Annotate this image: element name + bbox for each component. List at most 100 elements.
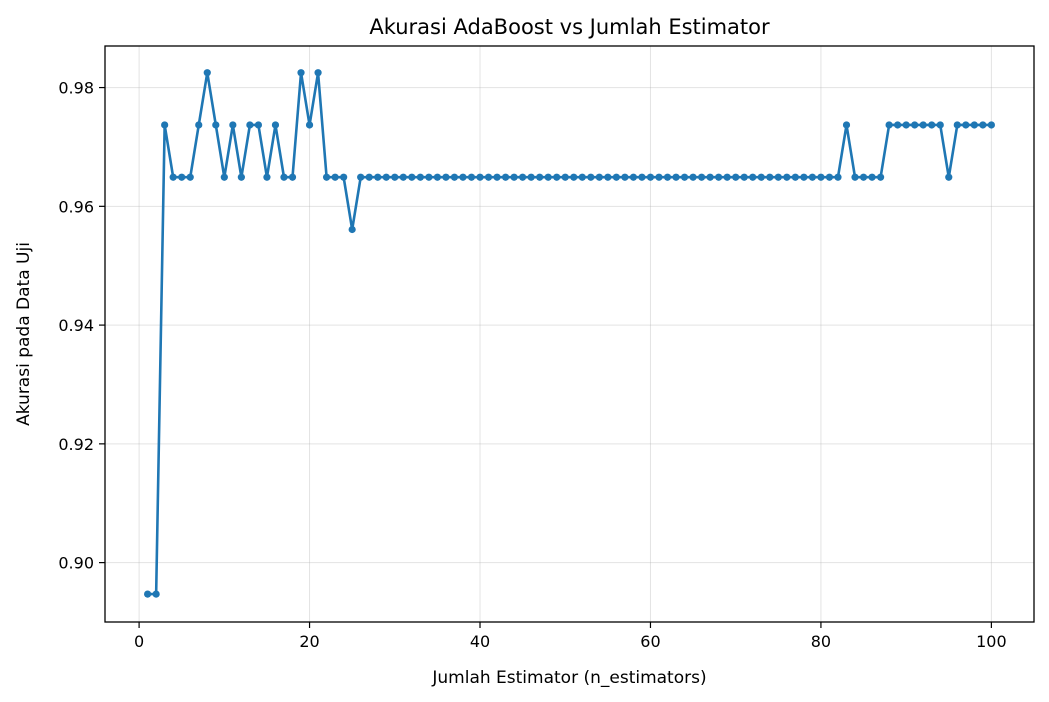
x-tick-label: 80 xyxy=(811,632,831,651)
data-point xyxy=(331,173,339,181)
data-point xyxy=(723,173,731,181)
data-point xyxy=(970,121,978,129)
data-point xyxy=(868,173,876,181)
data-point xyxy=(450,173,459,181)
plot-frame xyxy=(104,45,1035,623)
data-point xyxy=(536,173,544,181)
data-point xyxy=(825,173,834,181)
y-tick-label: 0.96 xyxy=(58,197,94,216)
data-point xyxy=(928,121,936,129)
data-point xyxy=(595,173,603,181)
data-point xyxy=(519,173,527,181)
data-point xyxy=(374,173,382,181)
data-point xyxy=(672,173,680,181)
data-point xyxy=(638,173,646,181)
data-point xyxy=(689,173,697,181)
y-axis-label: Akurasi pada Data Uji xyxy=(14,242,34,426)
data-point xyxy=(578,173,586,181)
data-point xyxy=(783,173,791,181)
data-point xyxy=(962,121,970,129)
data-point xyxy=(936,121,944,129)
data-point xyxy=(894,121,902,129)
data-point xyxy=(834,173,842,181)
data-point xyxy=(288,173,297,181)
x-tick-label: 60 xyxy=(640,632,660,651)
data-point xyxy=(851,173,859,181)
data-point xyxy=(484,173,493,181)
data-point xyxy=(774,173,782,181)
data-point xyxy=(476,173,484,181)
data-point xyxy=(425,173,433,181)
data-point xyxy=(305,121,314,129)
data-point xyxy=(808,173,817,181)
data-point xyxy=(749,173,757,181)
data-point xyxy=(911,121,919,129)
data-point xyxy=(706,173,714,181)
data-point xyxy=(220,173,228,181)
data-point xyxy=(604,173,612,181)
data-point xyxy=(493,173,501,181)
data-point xyxy=(357,173,365,181)
data-point xyxy=(322,173,331,181)
data-point xyxy=(945,173,953,181)
data-point xyxy=(212,121,220,129)
data-point xyxy=(766,173,774,181)
data-point xyxy=(621,173,629,181)
data-point xyxy=(876,173,885,181)
data-point xyxy=(254,121,263,129)
grid xyxy=(105,46,1034,622)
data-point xyxy=(919,121,927,129)
data-point xyxy=(979,121,987,129)
data-point xyxy=(842,121,851,129)
data-point xyxy=(757,173,765,181)
data-point xyxy=(646,173,655,181)
data-point xyxy=(442,173,450,181)
data-point xyxy=(800,173,808,181)
data-point xyxy=(698,173,706,181)
data-point xyxy=(263,173,271,181)
x-tick-label: 0 xyxy=(134,632,144,651)
data-point xyxy=(680,173,689,181)
data-point xyxy=(510,173,518,181)
data-point xyxy=(561,173,569,181)
data-point xyxy=(203,69,211,77)
data-point xyxy=(527,173,535,181)
data-point xyxy=(178,173,186,181)
data-point xyxy=(629,173,638,181)
data-point xyxy=(459,173,467,181)
data-point xyxy=(382,173,390,181)
series-line xyxy=(146,71,993,596)
data-point xyxy=(186,173,194,181)
data-point xyxy=(544,173,552,181)
data-point xyxy=(467,173,476,181)
data-point xyxy=(655,173,663,181)
data-point xyxy=(740,173,748,181)
y-tick-label: 0.98 xyxy=(58,79,94,98)
data-point xyxy=(169,173,177,181)
data-point xyxy=(280,173,288,181)
data-point xyxy=(715,173,723,181)
data-point xyxy=(732,173,740,181)
x-tick-label: 100 xyxy=(976,632,1007,651)
data-point xyxy=(570,173,578,181)
x-tick-label: 40 xyxy=(470,632,490,651)
data-point xyxy=(340,173,348,181)
data-point xyxy=(663,173,672,181)
data-point xyxy=(817,173,825,181)
data-point xyxy=(408,173,416,181)
data-point xyxy=(195,121,203,129)
data-point xyxy=(553,173,561,181)
data-point xyxy=(433,173,441,181)
data-point xyxy=(229,121,237,129)
y-tick-label: 0.90 xyxy=(58,554,94,573)
x-tick-label: 20 xyxy=(299,632,319,651)
data-point xyxy=(348,225,356,234)
data-point xyxy=(399,173,407,181)
data-point xyxy=(271,121,280,129)
y-tick-label: 0.94 xyxy=(58,316,94,335)
data-point xyxy=(987,121,995,129)
data-point xyxy=(365,173,373,181)
data-point xyxy=(144,590,152,598)
